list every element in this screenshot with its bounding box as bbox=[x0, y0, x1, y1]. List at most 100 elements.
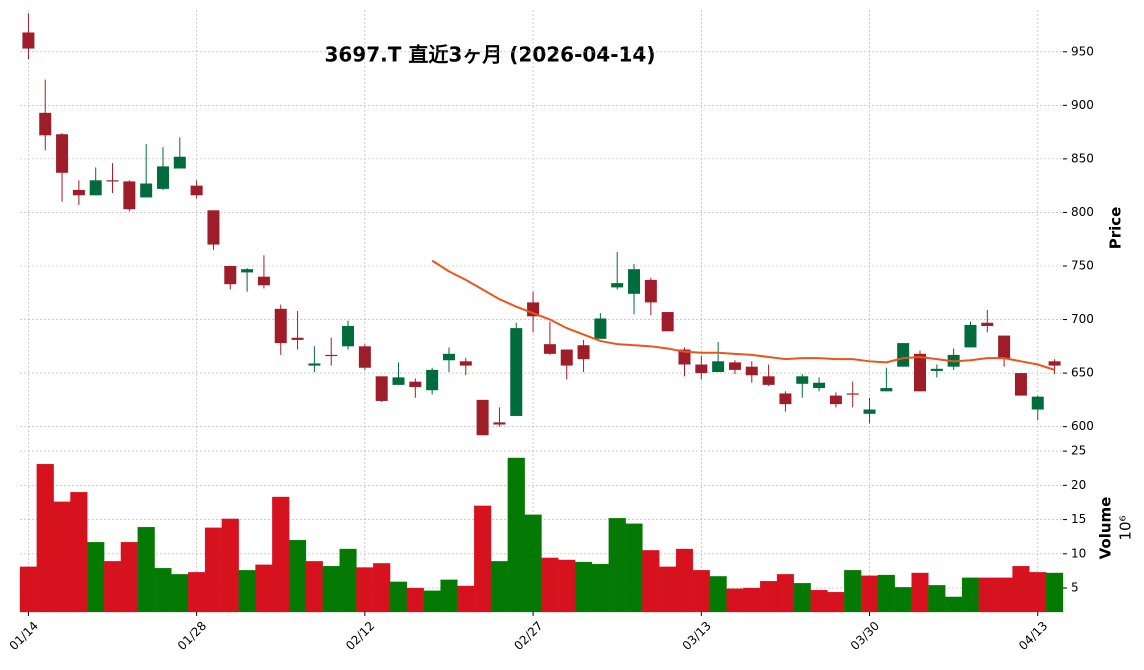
y-tick-label: 700 bbox=[1071, 312, 1094, 326]
candle-body bbox=[106, 180, 119, 182]
x-tick-label: 02/27 bbox=[511, 619, 545, 653]
candle-body bbox=[1014, 373, 1027, 396]
candle-body bbox=[745, 366, 758, 376]
volume-bar bbox=[1046, 572, 1064, 613]
volume-bar bbox=[53, 501, 71, 613]
volume-bar bbox=[339, 548, 357, 613]
volume-bar bbox=[305, 561, 323, 613]
candle-body bbox=[123, 181, 136, 210]
candle-body bbox=[813, 382, 826, 389]
volume-bar bbox=[894, 587, 912, 613]
candle-body bbox=[728, 362, 741, 370]
candle-body bbox=[39, 112, 52, 136]
candle-body bbox=[644, 279, 657, 303]
candle-body bbox=[1048, 361, 1061, 366]
volume-bar bbox=[70, 492, 88, 613]
y-tick-label: 850 bbox=[1071, 151, 1094, 165]
y-tick-label: 600 bbox=[1071, 419, 1094, 433]
candle-body bbox=[358, 346, 371, 368]
candle-body bbox=[628, 269, 641, 294]
volume-bar bbox=[978, 577, 996, 613]
candle-body bbox=[459, 361, 472, 366]
volume-bar bbox=[709, 576, 727, 613]
x-tick-label: 03/13 bbox=[680, 619, 714, 653]
candle-body bbox=[594, 318, 607, 339]
volume-bar bbox=[810, 589, 828, 613]
x-tick-label: 04/13 bbox=[1016, 619, 1050, 653]
volume-bar bbox=[844, 570, 862, 613]
x-tick-label: 02/12 bbox=[343, 619, 377, 653]
candle-body bbox=[308, 363, 321, 366]
volume-bar bbox=[373, 563, 391, 613]
volume-bar bbox=[574, 561, 593, 613]
candle-body bbox=[981, 322, 994, 326]
candle-body bbox=[325, 354, 338, 357]
volume-bar bbox=[524, 514, 542, 613]
volume-bar bbox=[440, 579, 458, 613]
volume-bar bbox=[1029, 572, 1047, 613]
volume-bar bbox=[289, 539, 307, 613]
volume-bar bbox=[423, 590, 441, 613]
volume-bar bbox=[154, 568, 172, 613]
volume-bar bbox=[675, 548, 694, 613]
volume-bar bbox=[945, 596, 963, 613]
candle-body bbox=[426, 369, 439, 391]
volume-bar bbox=[1012, 565, 1030, 613]
y-tick-label: 950 bbox=[1071, 44, 1094, 58]
candle-body bbox=[1031, 396, 1044, 410]
volume-bar bbox=[36, 463, 54, 613]
y-axis-label: Price bbox=[1107, 207, 1125, 250]
volume-bar bbox=[928, 585, 946, 613]
candle-body bbox=[846, 393, 859, 395]
y-tick-label: 650 bbox=[1071, 366, 1094, 380]
candle-body bbox=[140, 183, 153, 198]
chart-title: 3697.T 直近3ヶ月 (2026-04-14) bbox=[325, 43, 656, 67]
candle-body bbox=[779, 393, 792, 405]
volume-bar bbox=[19, 566, 37, 613]
volume-bar bbox=[171, 574, 189, 613]
volume-bar bbox=[457, 585, 475, 613]
y-tick-label: 750 bbox=[1071, 258, 1094, 272]
candle-body bbox=[796, 376, 809, 384]
volume-bar bbox=[776, 574, 794, 613]
volume-bar bbox=[827, 591, 845, 613]
volume-bar bbox=[608, 518, 626, 613]
y2-axis-label: Volume bbox=[1097, 497, 1115, 560]
candle-body bbox=[577, 345, 590, 360]
volume-bar bbox=[726, 588, 744, 613]
x-tick-label: 01/28 bbox=[175, 619, 209, 653]
candle-body bbox=[56, 134, 69, 173]
volume-bar bbox=[692, 570, 710, 613]
candle-body bbox=[190, 185, 203, 196]
candle-body bbox=[712, 361, 725, 373]
candle-body bbox=[274, 308, 287, 344]
candle-body bbox=[72, 189, 85, 196]
x-tick-label: 03/30 bbox=[848, 619, 882, 653]
y-tick-label: 800 bbox=[1071, 205, 1094, 219]
volume-bar bbox=[272, 496, 290, 613]
candle-body bbox=[476, 399, 489, 436]
candle-body bbox=[224, 265, 237, 285]
candle-body bbox=[863, 409, 876, 414]
volume-bar bbox=[793, 583, 811, 613]
volume-bar bbox=[507, 457, 525, 613]
volume-bar bbox=[322, 565, 340, 613]
volume-bar bbox=[490, 561, 509, 613]
candle-body bbox=[897, 343, 910, 367]
candle-body bbox=[342, 325, 355, 347]
y2-offset: 10⁶ bbox=[1117, 515, 1135, 540]
candle-body bbox=[207, 210, 220, 245]
volume-bar bbox=[541, 557, 559, 613]
volume-bar bbox=[860, 575, 879, 613]
y2-tick-label: 10 bbox=[1071, 546, 1086, 560]
volume-bar bbox=[137, 526, 155, 613]
candle-body bbox=[156, 166, 169, 189]
candle-body bbox=[22, 32, 35, 49]
candle-body bbox=[678, 349, 691, 365]
candle-body bbox=[543, 344, 556, 354]
volume-bar bbox=[103, 561, 122, 613]
candle-body bbox=[998, 335, 1011, 359]
volume-bar bbox=[255, 564, 273, 613]
volume-bar bbox=[87, 542, 105, 613]
y2-tick-label: 5 bbox=[1071, 581, 1079, 595]
